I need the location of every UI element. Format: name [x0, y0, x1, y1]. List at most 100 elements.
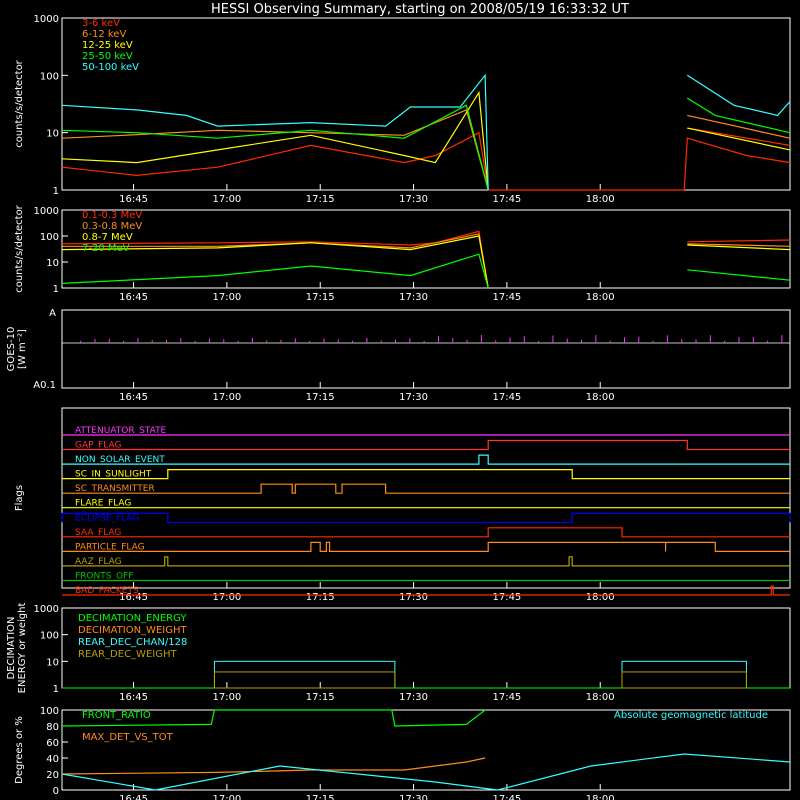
series-line-mev [687, 269, 791, 281]
legend-entry: 50-100 keV [82, 62, 139, 73]
legend-entry: 25-50 keV [82, 51, 133, 62]
flag-trace [61, 512, 791, 523]
y-tick-label: 1 [53, 186, 59, 197]
decimation-block [213, 671, 396, 689]
legend-entry: REAR_DEC_CHAN/128 [78, 637, 187, 648]
series-line-mev [687, 239, 791, 243]
time-tick-label: 17:00 [212, 194, 241, 205]
panel-frame-goes [61, 309, 791, 389]
flag-trace [62, 483, 790, 494]
flag-label: PARTICLE_FLAG [75, 542, 145, 552]
flag-label: FRONTS_OFF [75, 571, 133, 581]
decimation-block [213, 660, 396, 689]
time-tick-label: 17:30 [399, 194, 428, 205]
time-tick-label: 17:00 [212, 794, 241, 800]
flag-trace [62, 541, 790, 553]
time-tick-label: 17:30 [399, 292, 428, 303]
flag-label: BAD_PACKETS [75, 586, 139, 596]
time-tick-label: 17:45 [492, 692, 521, 703]
panel-frame-ratios [61, 709, 791, 791]
chart-title: HESSI Observing Summary, starting on 200… [211, 2, 629, 17]
time-tick-label: 17:45 [492, 392, 521, 403]
decimation-block [621, 671, 747, 689]
flag-label: AAZ_FLAG [75, 557, 122, 567]
time-tick-label: 17:15 [306, 392, 335, 403]
time-tick-label: 17:15 [306, 194, 335, 205]
flag-label: GAP_FLAG [75, 441, 121, 451]
time-tick-label: 17:45 [492, 794, 521, 800]
panel-frame-flags [61, 407, 791, 589]
time-tick-label: 16:45 [119, 794, 148, 800]
series-line-ratio [61, 709, 486, 727]
time-tick-label: 17:30 [399, 592, 428, 603]
series-line-mev [61, 235, 489, 289]
flag-trace [62, 527, 790, 538]
time-tick-label: 17:30 [399, 392, 428, 403]
time-tick-label: 17:45 [492, 592, 521, 603]
flag-label: SC_IN_SUNLIGHT [75, 470, 152, 480]
flag-trace [62, 439, 790, 451]
legend-entry: REAR_DEC_WEIGHT [78, 649, 177, 660]
time-tick-label: 16:45 [119, 194, 148, 205]
flag-trace [62, 556, 790, 567]
series-line-kev [61, 109, 489, 191]
time-tick-label: 17:15 [306, 592, 335, 603]
series-line-kev [686, 74, 791, 117]
legend-entry: Absolute geomagnetic latitude [614, 710, 768, 721]
time-tick-label: 17:15 [306, 794, 335, 800]
time-tick-label: 16:45 [119, 292, 148, 303]
y-axis-label: [W m⁻²] [17, 329, 28, 369]
y-axis-label: DECIMATION [6, 616, 17, 679]
time-tick-label: 18:00 [586, 592, 615, 603]
time-tick-label: 17:30 [399, 794, 428, 800]
time-tick-label: 16:45 [119, 592, 148, 603]
time-tick-label: 18:00 [586, 692, 615, 703]
y-tick-label: 0 [53, 786, 59, 797]
y-axis-label: Flags [14, 485, 25, 511]
y-tick-label: 100 [40, 631, 59, 642]
y-tick-label: 80 [46, 722, 59, 733]
decimation-block [621, 660, 747, 689]
series-line-kev [61, 104, 489, 191]
time-tick-label: 16:45 [119, 692, 148, 703]
series-line-kev [61, 73, 489, 191]
series-line-kev [686, 97, 791, 134]
time-tick-label: 17:45 [492, 292, 521, 303]
series-line-mev [687, 243, 791, 247]
series-line-kev [61, 90, 489, 191]
legend-entry: 7-20 MeV [82, 243, 130, 254]
flag-label: ECLIPSE_FLAG [75, 513, 139, 523]
series-line-mev [61, 230, 489, 289]
time-tick-label: 17:45 [492, 194, 521, 205]
y-tick-label: 1000 [34, 604, 59, 615]
y-tick-label: 60 [46, 738, 59, 749]
y-tick-label: 1 [53, 284, 59, 295]
y-tick-label: A0.1 [33, 380, 56, 391]
legend-entry: DECIMATION_WEIGHT [78, 625, 187, 636]
flag-trace [62, 454, 790, 465]
series-line-kev [687, 127, 791, 146]
series-line-kev [61, 131, 791, 191]
y-tick-label: 10 [46, 129, 59, 140]
flag-label: NON_SOLAR_EVENT [75, 455, 165, 465]
time-tick-label: 17:00 [212, 592, 241, 603]
y-axis-label: GOES-10 [6, 327, 17, 372]
y-axis-label: Degrees or % [14, 716, 25, 784]
time-tick-label: 18:00 [586, 794, 615, 800]
legend-entry: 0.8-7 MeV [82, 232, 133, 243]
series-line-ratio [61, 757, 486, 775]
series-line-kev [687, 114, 791, 139]
time-tick-label: 17:15 [306, 692, 335, 703]
y-axis-label: counts/s/detector [14, 59, 25, 147]
legend-entry: 12-25 keV [82, 40, 133, 51]
legend-entry: MAX_DET_VS_TOT [82, 732, 174, 743]
y-tick-label: 1 [53, 684, 59, 695]
time-tick-label: 17:30 [399, 692, 428, 703]
time-tick-label: 17:00 [212, 692, 241, 703]
y-axis-label: counts/s/detector [14, 204, 25, 292]
series-line-ratio [61, 753, 791, 791]
y-tick-label: A [49, 308, 56, 319]
y-tick-label: 100 [40, 706, 59, 717]
panel-frame-counts [61, 17, 791, 191]
